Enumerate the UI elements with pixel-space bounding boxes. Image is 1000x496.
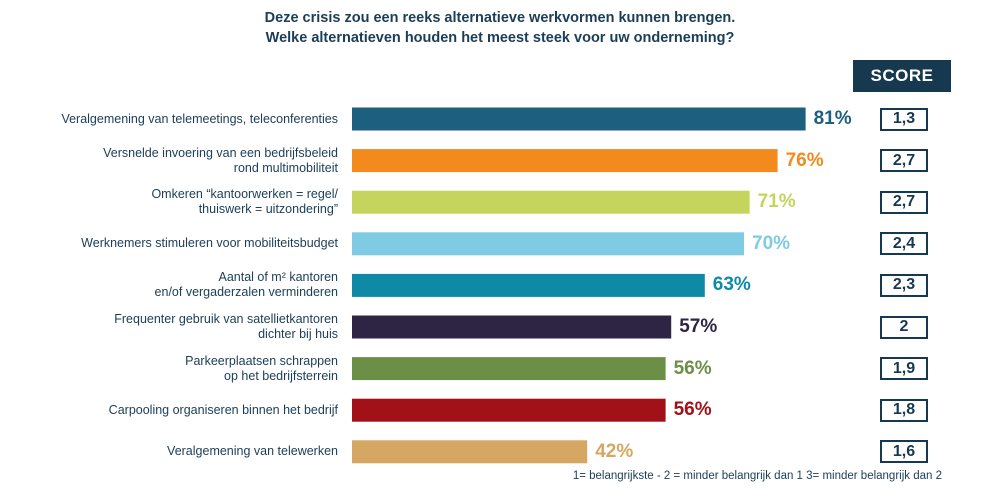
value-label-8: 56%	[673, 399, 712, 421]
bar-2	[352, 149, 778, 173]
value-label-9: 42%	[595, 440, 634, 462]
chart-title-line-1: Deze crisis zou een reeks alternatieve w…	[264, 10, 736, 26]
bar-6	[352, 315, 672, 339]
chart-title-line-2: Welke alternatieven houden het meest ste…	[265, 30, 735, 46]
bar-1	[352, 107, 806, 131]
score-box-3: 2,7	[880, 190, 928, 214]
category-label-3-line-2: thuiswerk = uitzondering”	[198, 202, 338, 217]
bar-9	[352, 440, 588, 464]
score-box-7: 1,9	[880, 357, 928, 381]
category-label-5-line-1: Aantal of m² kantoren	[218, 270, 338, 285]
score-box-8: 1,8	[880, 398, 928, 422]
category-label-9-line-1: Veralgemening van telewerken	[167, 444, 338, 459]
bar-5	[352, 273, 705, 297]
value-label-2: 76%	[785, 149, 824, 171]
value-label-1: 81%	[813, 108, 852, 129]
category-label-8-line-1: Carpooling organiseren binnen het bedrij…	[108, 402, 338, 417]
value-label-3: 71%	[757, 191, 796, 213]
chart-title: Deze crisis zou een reeks alternatieve w…	[0, 8, 1000, 48]
score-box-2: 2,7	[880, 149, 928, 173]
category-label-7-line-2: op het bedrijfsterrein	[224, 368, 338, 383]
category-label-6-line-1: Frequenter gebruik van satellietkantoren	[114, 312, 338, 326]
value-label-6: 57%	[679, 316, 718, 337]
category-label-4: Werknemers stimuleren voor mobiliteitsbu…	[18, 236, 338, 251]
category-label-9: Veralgemening van telewerken	[18, 444, 338, 459]
category-label-5-line-2: en/of vergaderzalen verminderen	[154, 285, 338, 300]
footnote: 1= belangrijkste - 2 = minder belangrijk…	[572, 470, 942, 482]
category-label-7-line-1: Parkeerplaatsen schrappen	[185, 353, 338, 368]
category-label-6-line-2: dichter bij huis	[258, 327, 338, 341]
category-label-2: Versnelde invoering van een bedrijfsbele…	[18, 146, 338, 176]
category-label-2-line-1: Versnelde invoering van een bedrijfsbele…	[103, 145, 338, 160]
category-label-3-line-1: Omkeren “kantoorwerken = regel/	[151, 187, 338, 202]
score-header: SCORE	[853, 60, 951, 92]
category-label-4-line-1: Werknemers stimuleren voor mobiliteitsbu…	[81, 236, 338, 251]
score-box-5: 2,3	[880, 273, 928, 297]
score-box-6: 2	[880, 315, 928, 339]
value-label-5: 63%	[712, 274, 751, 296]
score-box-9: 1,6	[880, 440, 928, 464]
category-label-7: Parkeerplaatsen schrappen op het bedrijfs…	[18, 354, 338, 384]
category-label-1-line-1: Veralgemening van telemeetings, teleconf…	[61, 111, 338, 126]
value-label-4: 70%	[752, 232, 791, 254]
bar-8	[352, 398, 666, 422]
category-label-3: Omkeren “kantoorwerken = regel/thuiswerk…	[18, 187, 338, 217]
bar-4	[352, 232, 744, 256]
bar-7	[352, 357, 666, 381]
bar-3	[352, 190, 750, 214]
category-label-5: Aantal of m² kantoren en/of vergaderzalen…	[18, 270, 338, 300]
score-box-1: 1,3	[880, 107, 928, 131]
category-label-6: Frequenter gebruik van satellietkantoren…	[18, 312, 338, 342]
value-label-7: 56%	[673, 357, 712, 379]
category-label-1: Veralgemening van telemeetings, teleconf…	[18, 112, 338, 127]
category-label-8: Carpooling organiseren binnen het bedrij…	[18, 403, 338, 418]
score-box-4: 2,4	[880, 232, 928, 256]
category-label-2-line-2: rond multimobiliteit	[233, 160, 338, 175]
